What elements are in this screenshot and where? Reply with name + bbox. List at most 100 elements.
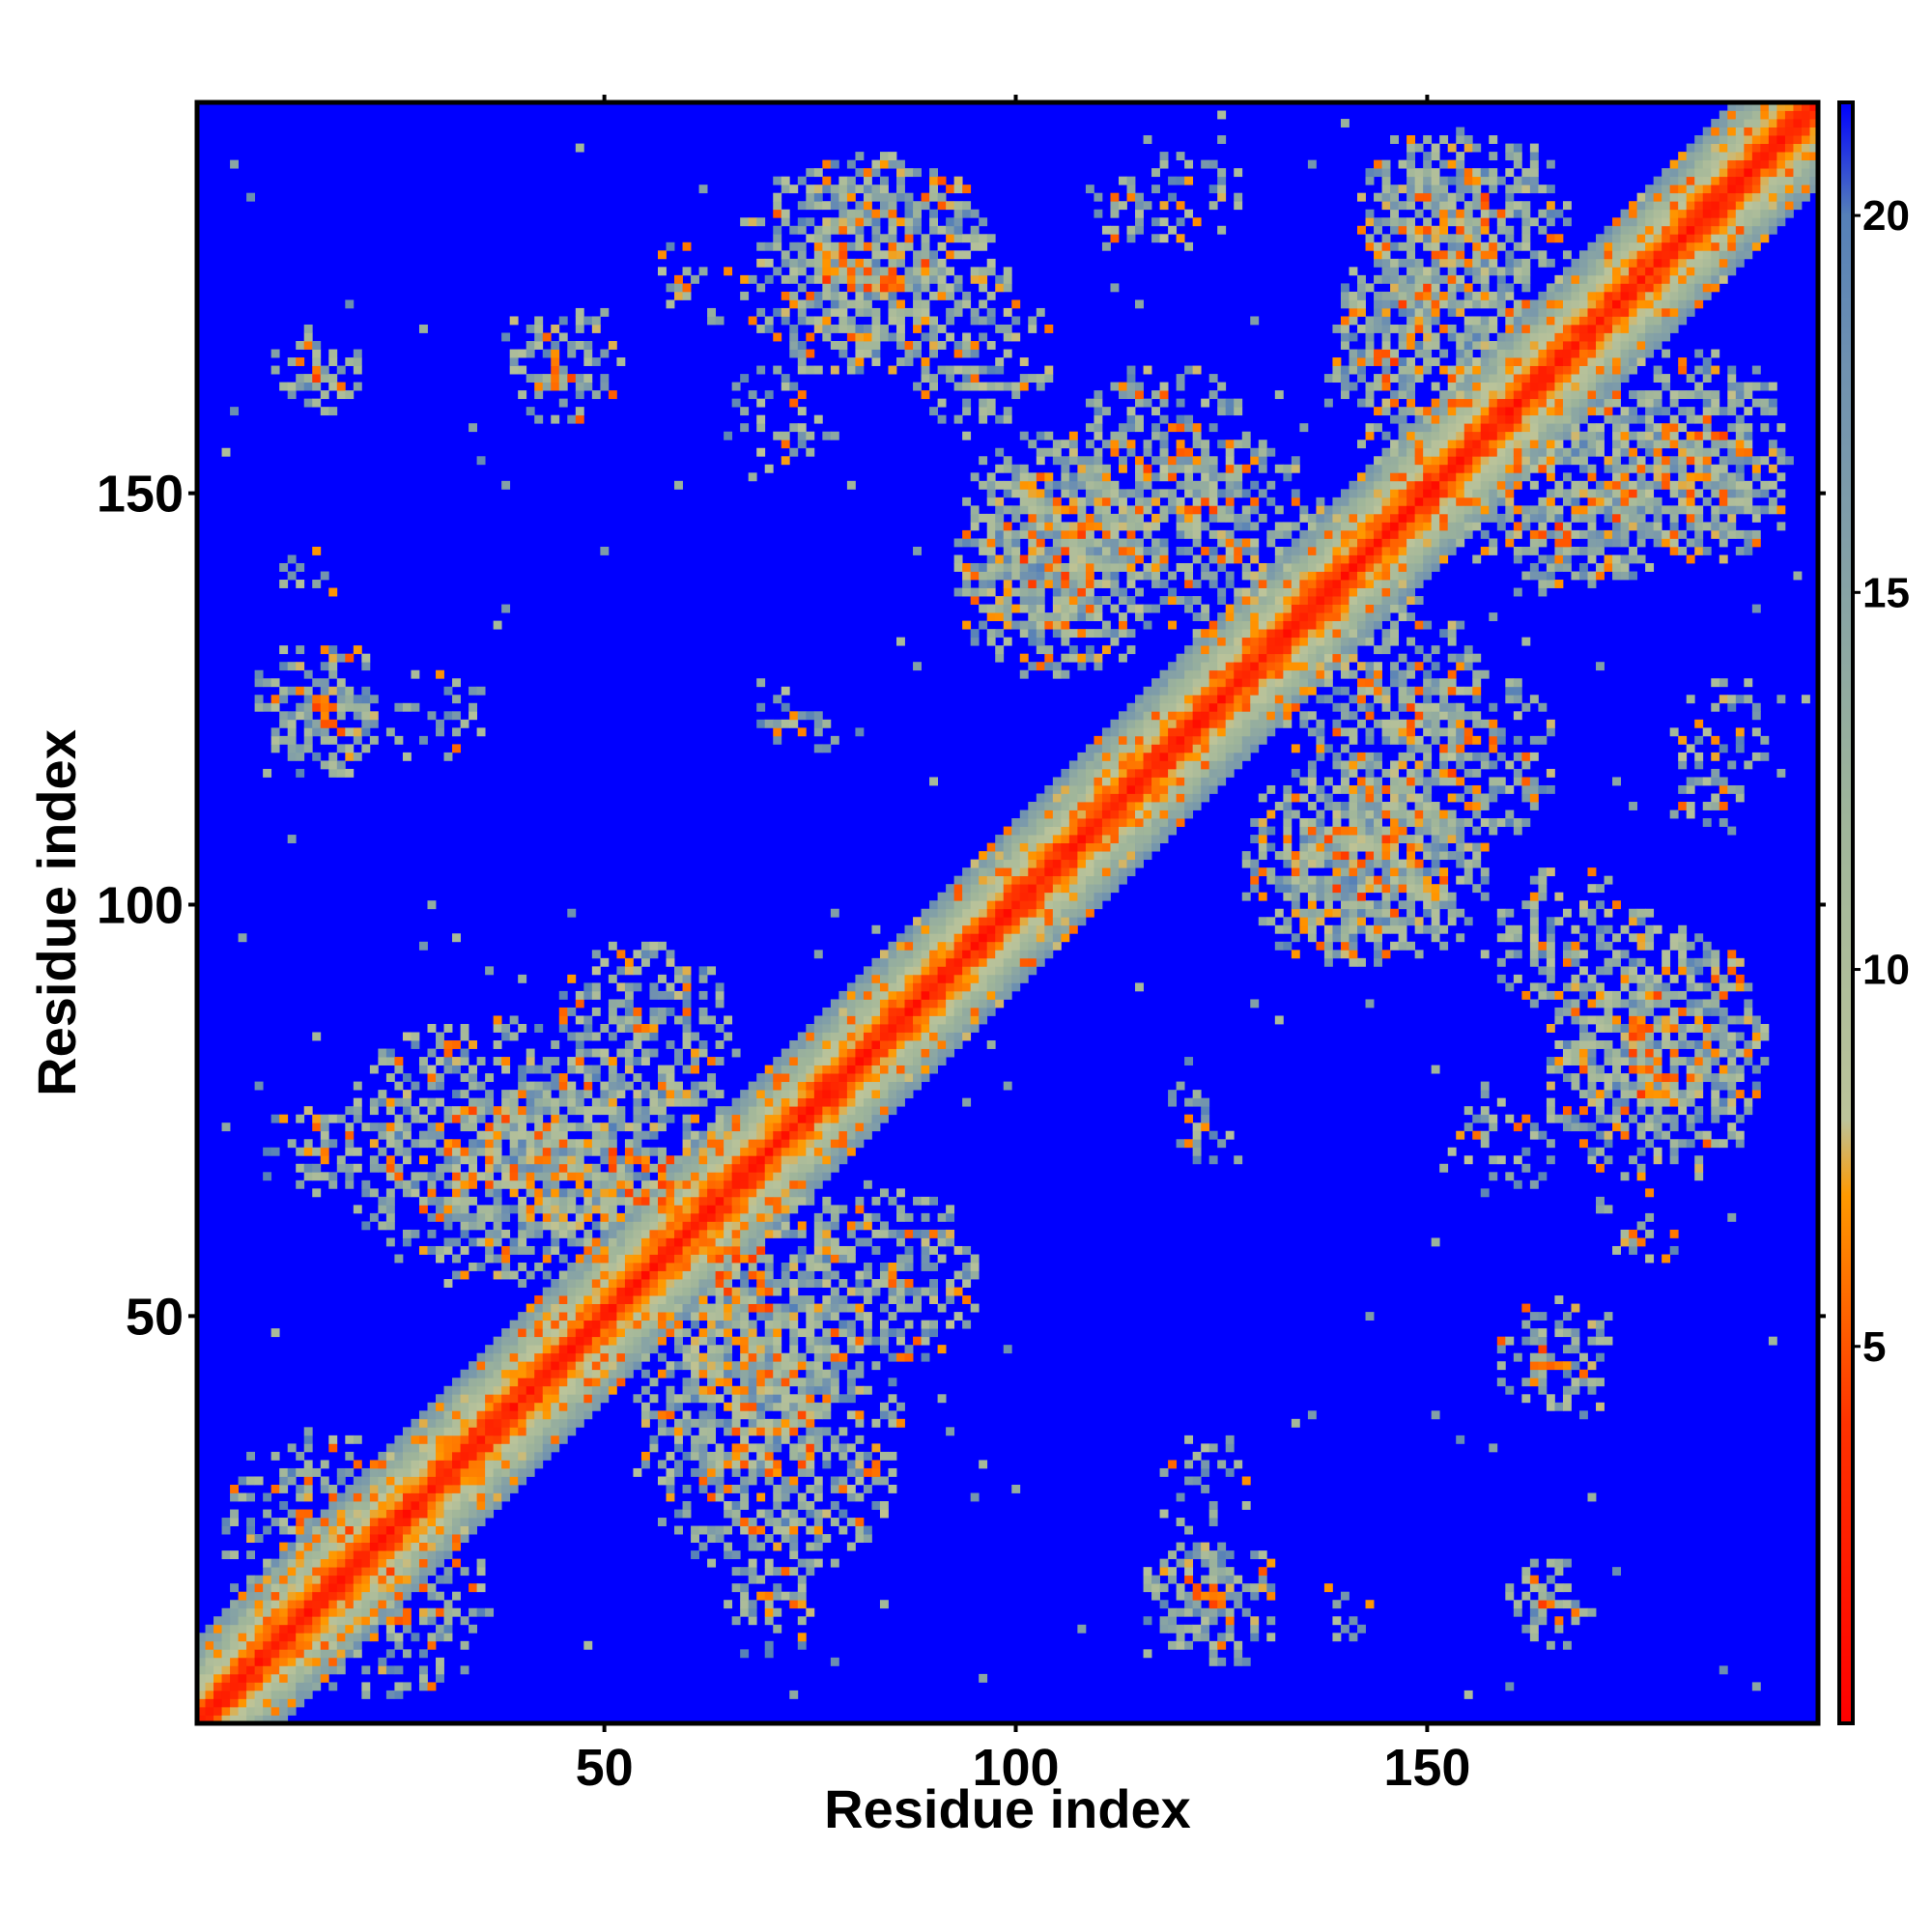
- heatmap-cell: [813, 1254, 823, 1264]
- heatmap-cell: [418, 1130, 428, 1140]
- heatmap-cell: [336, 695, 346, 704]
- heatmap-cell: [254, 1476, 264, 1486]
- heatmap-cell: [822, 1279, 832, 1288]
- heatmap-cell: [789, 1147, 799, 1156]
- heatmap-cell: [740, 1518, 750, 1526]
- heatmap-cell: [526, 1418, 535, 1428]
- heatmap-cell: [418, 1484, 428, 1493]
- heatmap-cell: [773, 234, 782, 243]
- heatmap-cell: [534, 1163, 544, 1173]
- heatmap-cell: [509, 1163, 519, 1173]
- heatmap-cell: [1061, 875, 1070, 885]
- heatmap-cell: [846, 1015, 856, 1025]
- heatmap-cell: [460, 1509, 469, 1519]
- heatmap-cell: [904, 1073, 914, 1083]
- heatmap-cell: [616, 1172, 626, 1181]
- heatmap-cell: [640, 1172, 650, 1181]
- heatmap-cell: [962, 867, 972, 877]
- heatmap-cell: [740, 1287, 750, 1296]
- heatmap-cell: [460, 1212, 469, 1222]
- heatmap-cell: [1028, 316, 1037, 326]
- heatmap-cell: [715, 1114, 724, 1123]
- heatmap-cell: [1028, 867, 1037, 877]
- heatmap-cell: [436, 1040, 444, 1049]
- heatmap-cell: [443, 1501, 453, 1510]
- heatmap-cell: [756, 1287, 766, 1296]
- heatmap-cell: [773, 1130, 782, 1140]
- heatmap-cell: [263, 1567, 272, 1577]
- heatmap-cell: [485, 1385, 495, 1395]
- heatmap-cell: [460, 1492, 469, 1502]
- heatmap-cell: [1003, 867, 1012, 877]
- heatmap-cell: [608, 1015, 617, 1025]
- heatmap-cell: [616, 1303, 626, 1313]
- heatmap-cell: [633, 1205, 642, 1214]
- heatmap-cell: [781, 1279, 790, 1288]
- heatmap-cell: [1019, 851, 1029, 861]
- heatmap-cell: [813, 1476, 823, 1486]
- heatmap-cell: [682, 982, 692, 992]
- heatmap-cell: [888, 307, 897, 317]
- heatmap-cell: [418, 1558, 428, 1568]
- heatmap-cell: [748, 1336, 757, 1346]
- heatmap-cell: [485, 1345, 495, 1354]
- heatmap-cell: [888, 1484, 897, 1493]
- heatmap-cell: [608, 1378, 617, 1387]
- heatmap-cell: [575, 1188, 584, 1198]
- heatmap-cell: [476, 1443, 486, 1453]
- heatmap-cell: [806, 1057, 815, 1065]
- heatmap-cell: [781, 1188, 790, 1198]
- heatmap-cell: [953, 941, 963, 951]
- heatmap-cell: [501, 1263, 511, 1271]
- heatmap-cell: [567, 1139, 577, 1149]
- heatmap-cell: [1061, 924, 1070, 934]
- heatmap-cell: [855, 201, 865, 211]
- heatmap-cell: [724, 1205, 733, 1214]
- heatmap-cell: [526, 1130, 535, 1140]
- heatmap-cell: [336, 678, 346, 688]
- heatmap-cell: [937, 933, 947, 943]
- heatmap-cell: [698, 1361, 708, 1371]
- heatmap-cell: [682, 1287, 692, 1296]
- heatmap-cell: [633, 1303, 642, 1313]
- heatmap-cell: [979, 604, 988, 613]
- heatmap-cell: [263, 1657, 272, 1666]
- heatmap-cell: [838, 1106, 848, 1116]
- heatmap-cell: [336, 1534, 346, 1544]
- heatmap-cell: [1044, 818, 1054, 827]
- heatmap-cell: [558, 1229, 568, 1238]
- heatmap-cell: [616, 1328, 626, 1338]
- heatmap-cell: [509, 1435, 519, 1444]
- heatmap-cell: [443, 1534, 453, 1544]
- heatmap-cell: [345, 1451, 355, 1461]
- heatmap-cell: [838, 1394, 848, 1404]
- heatmap-cell: [476, 1361, 486, 1371]
- heatmap-cell: [534, 1295, 544, 1304]
- heatmap-cell: [296, 752, 305, 761]
- heatmap-cell: [674, 1196, 683, 1206]
- heatmap-cell: [953, 185, 963, 194]
- heatmap-cell: [640, 1205, 650, 1214]
- heatmap-cell: [649, 1163, 659, 1173]
- heatmap-cell: [394, 735, 404, 745]
- heatmap-cell: [838, 1484, 848, 1493]
- heatmap-cell: [567, 1320, 577, 1329]
- heatmap-cell: [633, 1221, 642, 1231]
- heatmap-cell: [633, 1155, 642, 1165]
- heatmap-cell: [962, 974, 972, 983]
- heatmap-cell: [707, 1245, 717, 1255]
- heatmap-cell: [427, 1196, 437, 1206]
- heatmap-cell: [764, 1073, 774, 1083]
- heatmap-cell: [608, 1032, 617, 1041]
- heatmap-cell: [640, 1345, 650, 1354]
- heatmap-cell: [789, 1320, 799, 1329]
- heatmap-cell: [476, 1427, 486, 1436]
- heatmap-cell: [320, 1665, 329, 1675]
- heatmap-cell: [666, 1467, 675, 1477]
- heatmap-cell: [418, 735, 428, 745]
- heatmap-cell: [649, 1295, 659, 1304]
- heatmap-cell: [888, 1229, 897, 1238]
- heatmap-cell: [707, 1212, 717, 1222]
- heatmap-cell: [485, 1155, 495, 1165]
- heatmap-cell: [476, 1394, 486, 1404]
